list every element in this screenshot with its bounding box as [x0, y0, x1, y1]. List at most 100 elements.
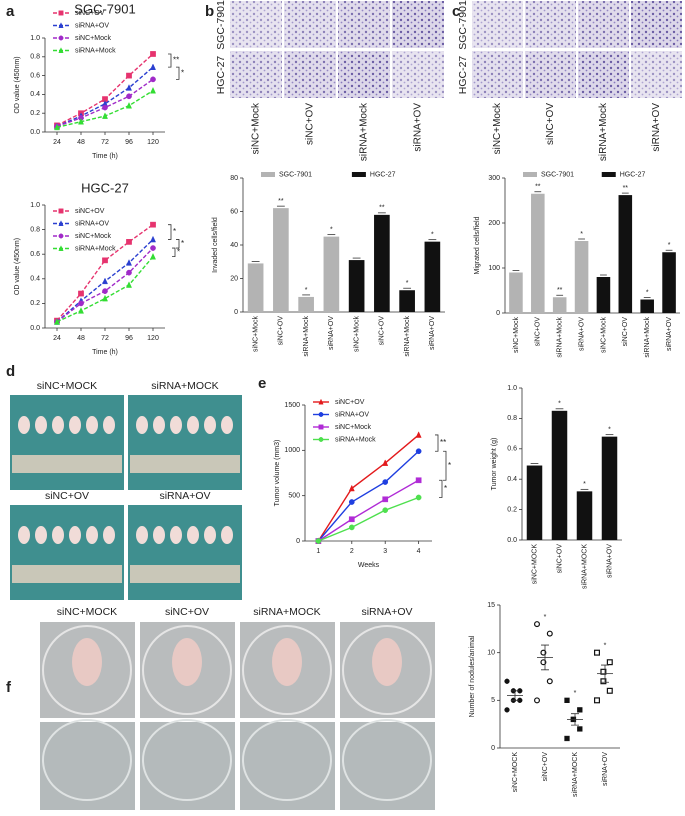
- significance-label: *: [668, 242, 671, 249]
- significance-bracket: [435, 434, 439, 452]
- y-axis-label: Tumor weight (g): [491, 438, 498, 491]
- y-tick-label: 1000: [284, 447, 300, 454]
- legend-label: siNC+Mock: [75, 233, 111, 240]
- marker: [606, 687, 613, 694]
- marker: [315, 538, 322, 544]
- significance-label: *: [608, 426, 611, 433]
- mouse: [372, 638, 402, 686]
- bar: [574, 241, 589, 313]
- legend-marker: [58, 35, 64, 41]
- dish: [42, 625, 132, 715]
- marker: [348, 524, 355, 531]
- marker: [577, 707, 583, 713]
- marker: [150, 235, 156, 243]
- lung-photo: [240, 722, 335, 810]
- micrograph: [631, 1, 682, 48]
- panel-letter: a: [6, 3, 15, 20]
- legend-swatch: [523, 172, 537, 177]
- column-label: siRNA+OV: [413, 103, 424, 152]
- photo-label: siNC+MOCK: [57, 606, 117, 618]
- marker: [54, 123, 60, 131]
- y-tick-label: 500: [288, 493, 300, 500]
- legend-label: siRNA+OV: [335, 411, 369, 418]
- marker: [382, 459, 389, 466]
- significance-label: *: [181, 68, 184, 77]
- marker: [150, 51, 156, 57]
- micrograph: [392, 51, 444, 98]
- dish: [142, 719, 232, 801]
- bar: [348, 260, 365, 312]
- legend-marker: [318, 437, 324, 442]
- x-tick-label: siNC+Mock: [252, 316, 259, 352]
- y-tick-label: 1500: [284, 402, 300, 409]
- y-tick-label: 0.0: [30, 325, 40, 332]
- micrograph: [631, 51, 682, 98]
- marker: [533, 621, 540, 628]
- significance-label: *: [646, 289, 649, 296]
- column-label: siRNA+Mock: [598, 102, 609, 161]
- panel-letter: c: [452, 3, 460, 20]
- significance-label: *: [448, 461, 451, 470]
- marker: [102, 104, 108, 111]
- marker: [126, 259, 132, 266]
- significance-bracket: [439, 479, 443, 498]
- significance-bracket: [443, 450, 447, 481]
- mouse: [272, 638, 302, 686]
- significance-label: *: [305, 287, 308, 294]
- x-tick-label: siNC+OV: [622, 317, 629, 347]
- legend-label: SGC-7901: [279, 171, 312, 178]
- bar: [552, 297, 567, 313]
- legend-marker: [58, 10, 64, 16]
- micrograph: [338, 1, 390, 48]
- x-tick-label: siRNA+OV: [602, 752, 609, 786]
- marker: [600, 678, 607, 685]
- photo-label: siNC+OV: [165, 606, 209, 618]
- marker: [382, 496, 389, 503]
- y-tick-label: 0: [234, 309, 238, 316]
- tumor: [221, 526, 233, 544]
- x-tick-label: siNC+MOCK: [512, 752, 519, 793]
- significance-bracket: [172, 247, 176, 258]
- micrograph: [284, 51, 336, 98]
- panel-letter: e: [258, 375, 266, 392]
- marker: [126, 93, 132, 100]
- line: [318, 496, 419, 542]
- y-tick-label: 0.4: [30, 276, 40, 283]
- tumor: [204, 526, 216, 544]
- bar: [323, 236, 340, 312]
- marker: [78, 117, 84, 125]
- y-tick-label: 300: [488, 175, 500, 182]
- tumor-photo: [10, 505, 124, 600]
- marker: [415, 431, 422, 438]
- y-axis-label: Tumor volume (mm3): [274, 440, 281, 507]
- x-tick-label: siRNA+OV: [578, 317, 585, 351]
- line: [317, 434, 420, 542]
- significance-label: **: [379, 205, 385, 212]
- tumor: [103, 416, 115, 434]
- error-bar: [571, 713, 579, 726]
- marker: [600, 668, 607, 675]
- legend-marker: [58, 22, 64, 28]
- legend-marker: [318, 424, 324, 430]
- x-tick-label: 48: [77, 335, 85, 342]
- bar: [424, 241, 441, 312]
- bar: [374, 214, 390, 312]
- y-tick-label: 1.0: [30, 202, 40, 209]
- panel-letter: d: [6, 363, 15, 380]
- micrograph: [392, 1, 444, 48]
- photo-label: siRNA+MOCK: [151, 380, 218, 392]
- tumor: [35, 526, 47, 544]
- y-tick-label: 0: [491, 745, 495, 752]
- marker: [78, 300, 84, 307]
- marker: [564, 697, 570, 703]
- marker: [546, 678, 553, 685]
- bar: [509, 272, 523, 313]
- line: [317, 479, 419, 542]
- mouse: [72, 638, 102, 686]
- y-tick-label: 0: [296, 538, 300, 545]
- legend-label: siRNA+OV: [75, 220, 109, 227]
- y-axis-label: Migrated cells/field: [474, 216, 481, 274]
- marker: [150, 63, 156, 70]
- significance-label: *: [406, 280, 409, 287]
- marker: [382, 479, 389, 485]
